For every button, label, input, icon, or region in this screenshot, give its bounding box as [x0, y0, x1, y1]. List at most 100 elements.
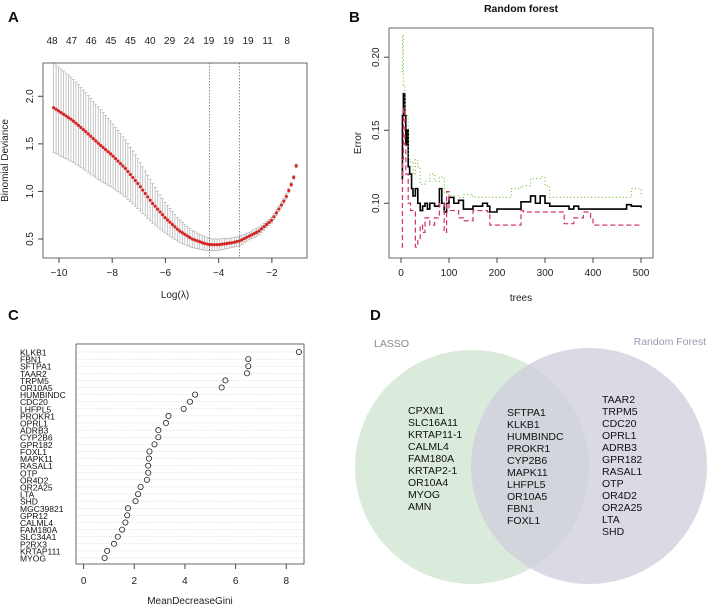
- lasso-cv-plot: −10 −8 −6 −4 −2 0.5 1.0 1.5 2.0 48 47 46 45 45 40 29 24 1…: [0, 36, 308, 301]
- deviance-point: [148, 198, 152, 202]
- deviance-point: [59, 111, 63, 115]
- importance-point: [162, 420, 169, 427]
- lasso-only-gene: MYOG: [408, 489, 440, 501]
- deviance-point: [205, 242, 209, 246]
- deviance-point: [89, 134, 93, 138]
- importance-point: [137, 483, 144, 490]
- deviance-point: [116, 159, 120, 163]
- x-tick-label: 0: [81, 576, 87, 587]
- deviance-point: [200, 240, 204, 245]
- deviance-point: [272, 215, 276, 219]
- deviance-point: [151, 201, 155, 206]
- importance-point: [151, 441, 158, 448]
- deviance-point: [269, 218, 274, 222]
- y-tick-label: 0.15: [371, 120, 382, 140]
- deviance-point: [155, 207, 160, 211]
- deviance-point: [91, 137, 95, 141]
- importance-point: [155, 427, 162, 434]
- gene-label: FAM180A: [20, 525, 58, 535]
- x-tick-label: 2: [131, 576, 137, 587]
- top-count-label: 45: [105, 36, 117, 47]
- y-tick-label: 2.0: [25, 89, 36, 103]
- deviance-point: [245, 235, 249, 239]
- plot-frame: [75, 343, 305, 565]
- random-forest-only-gene: CDC20: [602, 418, 637, 430]
- deviance-point: [126, 169, 130, 174]
- shared-gene: MAPK11: [507, 467, 548, 479]
- deviance-point: [212, 243, 217, 247]
- deviance-point: [294, 164, 298, 168]
- deviance-point: [168, 220, 172, 224]
- random-forest-only-gene: ADRB3: [602, 442, 637, 454]
- deviance-point: [175, 227, 179, 231]
- y-axis-label: Error: [353, 131, 364, 154]
- gene-label: SLC34A1: [20, 532, 57, 542]
- deviance-point: [94, 139, 98, 143]
- deviance-point: [61, 112, 66, 116]
- gene-label: CYP2B6: [20, 433, 53, 443]
- importance-point: [135, 491, 142, 498]
- shared-gene: SFTPA1: [507, 407, 546, 419]
- deviance-point: [254, 230, 259, 234]
- y-tick-label: 1.5: [25, 136, 36, 150]
- top-count-label: 47: [66, 36, 78, 47]
- lasso-only-gene: KRTAP2-1: [408, 465, 457, 477]
- deviance-point: [165, 218, 170, 222]
- deviance-point: [257, 229, 261, 233]
- x-tick-label: 100: [441, 268, 458, 279]
- x-tick-label: −8: [106, 268, 118, 279]
- deviance-point: [101, 145, 105, 150]
- y-tick-label: 0.5: [25, 232, 36, 246]
- deviance-point: [54, 107, 58, 111]
- x-axis-label: MeanDecreaseGini: [147, 596, 233, 607]
- random-forest-only-gene: TAAR2: [602, 394, 635, 406]
- gene-label: KRTAP111: [20, 546, 61, 556]
- deviance-point: [267, 220, 271, 225]
- error-line-oob: [401, 92, 642, 213]
- deviance-point: [232, 240, 236, 244]
- deviance-point: [230, 241, 234, 245]
- importance-point: [165, 412, 172, 419]
- gene-label: MGC39821: [20, 504, 64, 514]
- deviance-point: [71, 119, 76, 123]
- deviance-point: [252, 231, 256, 236]
- deviance-point: [79, 125, 83, 130]
- gene-label: HUMBINDC: [20, 390, 66, 400]
- deviance-point: [86, 132, 90, 136]
- gene-label: MAPK11: [20, 454, 53, 464]
- deviance-point: [222, 242, 227, 246]
- top-count-label: 24: [184, 36, 196, 47]
- random-forest-only-gene: OR2A25: [602, 502, 642, 514]
- x-tick-label: 4: [182, 576, 188, 587]
- deviance-point: [121, 164, 125, 168]
- deviance-point: [227, 241, 231, 245]
- top-count-label: 11: [262, 36, 273, 47]
- deviance-point: [242, 236, 246, 241]
- deviance-point: [160, 213, 165, 217]
- top-count-label: 19: [203, 36, 215, 47]
- y-tick-label: 0.20: [371, 47, 382, 67]
- gini-importance-plot: KLKB1FBN1SFTPA1TAAR2TRPM5OR10A5HUMBINDCC…: [20, 343, 305, 607]
- shared-gene: FOXL1: [507, 515, 540, 527]
- deviance-point: [220, 242, 224, 246]
- deviance-point: [250, 233, 254, 237]
- top-count-label: 29: [164, 36, 176, 47]
- deviance-point: [282, 199, 286, 203]
- random-forest-error-plot: Random forest 0 100 200 300 400 500 0.10 0.15 0.2…: [353, 3, 654, 304]
- deviance-point: [235, 240, 239, 244]
- panel-label-c: C: [8, 307, 19, 324]
- deviance-point: [111, 154, 115, 158]
- importance-point: [143, 476, 150, 483]
- x-tick-label: −6: [160, 268, 172, 279]
- gene-label: GPR12: [20, 511, 48, 521]
- shared-gene: HUMBINDC: [507, 431, 564, 443]
- deviance-point: [99, 143, 103, 147]
- y-tick-label: 1.0: [25, 184, 36, 198]
- deviance-point: [133, 178, 137, 183]
- deviance-point: [203, 241, 207, 246]
- deviance-point: [198, 240, 202, 244]
- lasso-only-gene: SLC16A11: [408, 417, 458, 429]
- importance-point: [145, 469, 152, 476]
- panel-label-d: D: [370, 307, 381, 324]
- importance-point: [122, 519, 129, 526]
